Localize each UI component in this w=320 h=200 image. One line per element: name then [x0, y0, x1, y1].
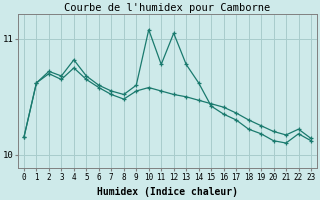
Title: Courbe de l'humidex pour Camborne: Courbe de l'humidex pour Camborne: [64, 3, 271, 13]
X-axis label: Humidex (Indice chaleur): Humidex (Indice chaleur): [97, 187, 238, 197]
